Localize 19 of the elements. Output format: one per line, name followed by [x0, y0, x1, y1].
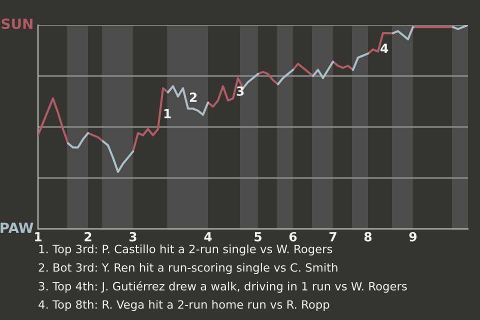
x-tick-label: 8: [364, 232, 372, 242]
x-tick-label: 6: [289, 232, 297, 242]
x-tick-label: 4: [204, 232, 212, 242]
x-tick-label: 7: [329, 232, 336, 242]
x-tick-label: 9: [409, 232, 417, 242]
text: 4. Top 8th: R. Vega hit a 2-run home run vs R. Ropp: [38, 300, 330, 312]
text: 3. Top 4th: J. Gutiérrez drew a walk, driving in 1 run vs W. Rogers: [38, 281, 407, 293]
annotation: 1: [164, 109, 171, 118]
text: 2. Bot 3rd: Y. Ren hit a run-scoring single vs C. Smith: [38, 262, 338, 274]
text: PAW: [0, 222, 34, 233]
x-tick-label: 5: [254, 232, 262, 242]
annotation: 3: [236, 86, 244, 96]
annotation: 2: [190, 92, 197, 102]
annotation: 4: [380, 44, 388, 53]
x-tick-label: 1: [35, 232, 42, 242]
x-tick-label: 3: [129, 232, 136, 242]
text: SUN: [2, 18, 32, 30]
text: 1. Top 3rd: P. Castillo hit a 2-run single vs W. Rogers: [39, 244, 332, 256]
x-tick-label: 2: [84, 232, 92, 242]
